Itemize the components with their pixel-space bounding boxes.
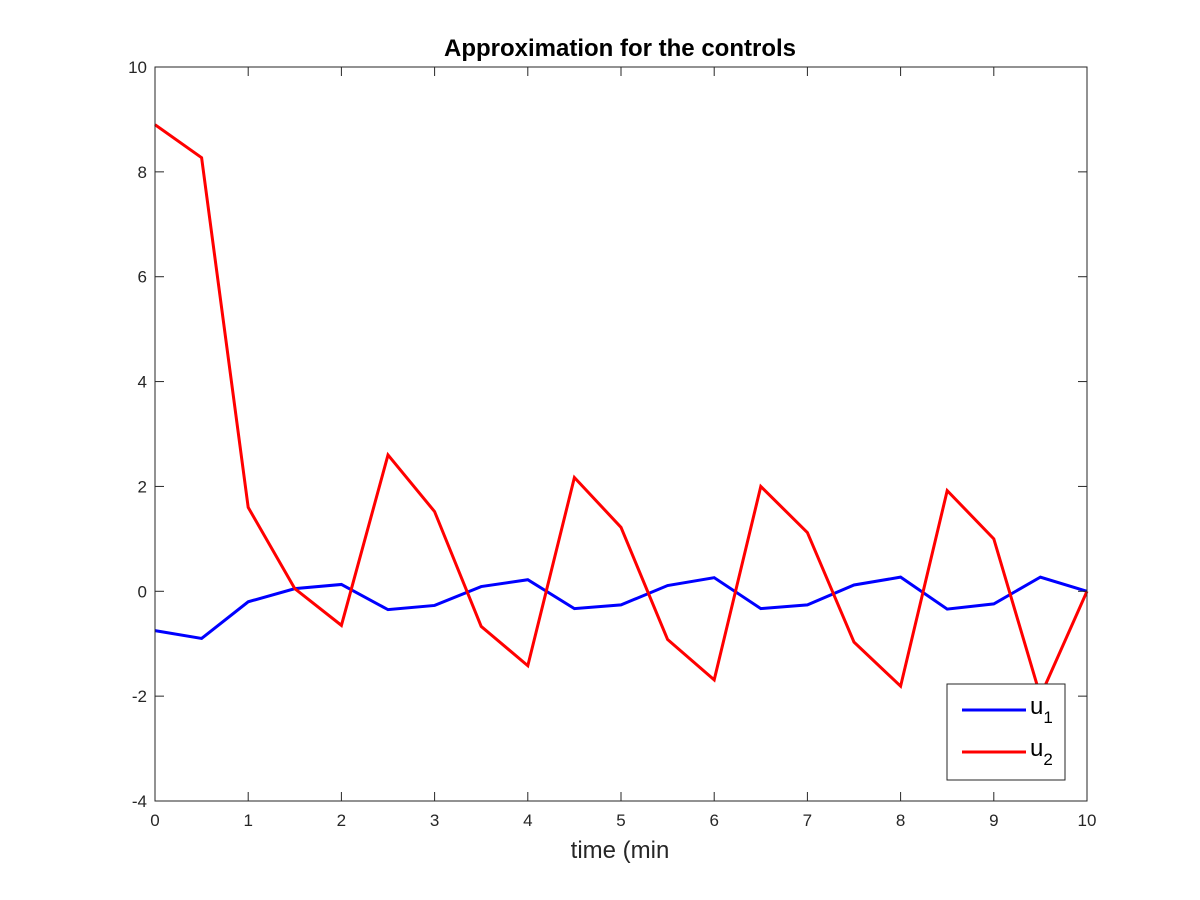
y-axis: -4 -2 0 2 4 6 8 10: [128, 58, 1087, 811]
legend-box: [946, 683, 1066, 781]
y-tick-label: -4: [132, 792, 147, 811]
x-tick-label: 2: [337, 811, 346, 830]
x-tick-label: 10: [1078, 811, 1097, 830]
legend-label-u2: u2: [1030, 735, 1053, 769]
legend-label-u1-sub: 1: [1043, 708, 1052, 727]
x-tick-label: 0: [150, 811, 159, 830]
series-line-u2: [154, 123, 1089, 701]
legend: u1 u2: [946, 683, 1066, 781]
chart-title: Approximation for the controls: [444, 35, 796, 62]
y-tick-label: 8: [138, 163, 147, 182]
x-axis: 0 1 2 3 4 5 6 7 8 9 10: [150, 67, 1096, 830]
y-tick-label: 6: [138, 268, 147, 287]
x-axis-label: time (min: [571, 837, 670, 864]
y-tick-label: 2: [138, 477, 147, 496]
y-tick-label: 4: [138, 373, 147, 392]
legend-label-u1-base: u: [1030, 693, 1043, 720]
x-tick-label: 7: [803, 811, 812, 830]
y-tick-label: 10: [128, 58, 147, 77]
y-tick-label: 0: [138, 582, 147, 601]
x-tick-label: 8: [896, 811, 905, 830]
x-tick-label: 3: [430, 811, 439, 830]
series-line-u1: [154, 575, 1088, 641]
y-tick-label: -2: [132, 687, 147, 706]
x-tick-label: 6: [709, 811, 718, 830]
x-tick-label: 5: [616, 811, 625, 830]
x-tick-label: 1: [243, 811, 252, 830]
legend-label-u2-sub: 2: [1043, 750, 1052, 769]
legend-label-u2-base: u: [1030, 735, 1043, 762]
x-tick-label: 9: [989, 811, 998, 830]
x-tick-label: 4: [523, 811, 532, 830]
legend-label-u1: u1: [1030, 693, 1053, 727]
series-layer: [154, 123, 1089, 701]
